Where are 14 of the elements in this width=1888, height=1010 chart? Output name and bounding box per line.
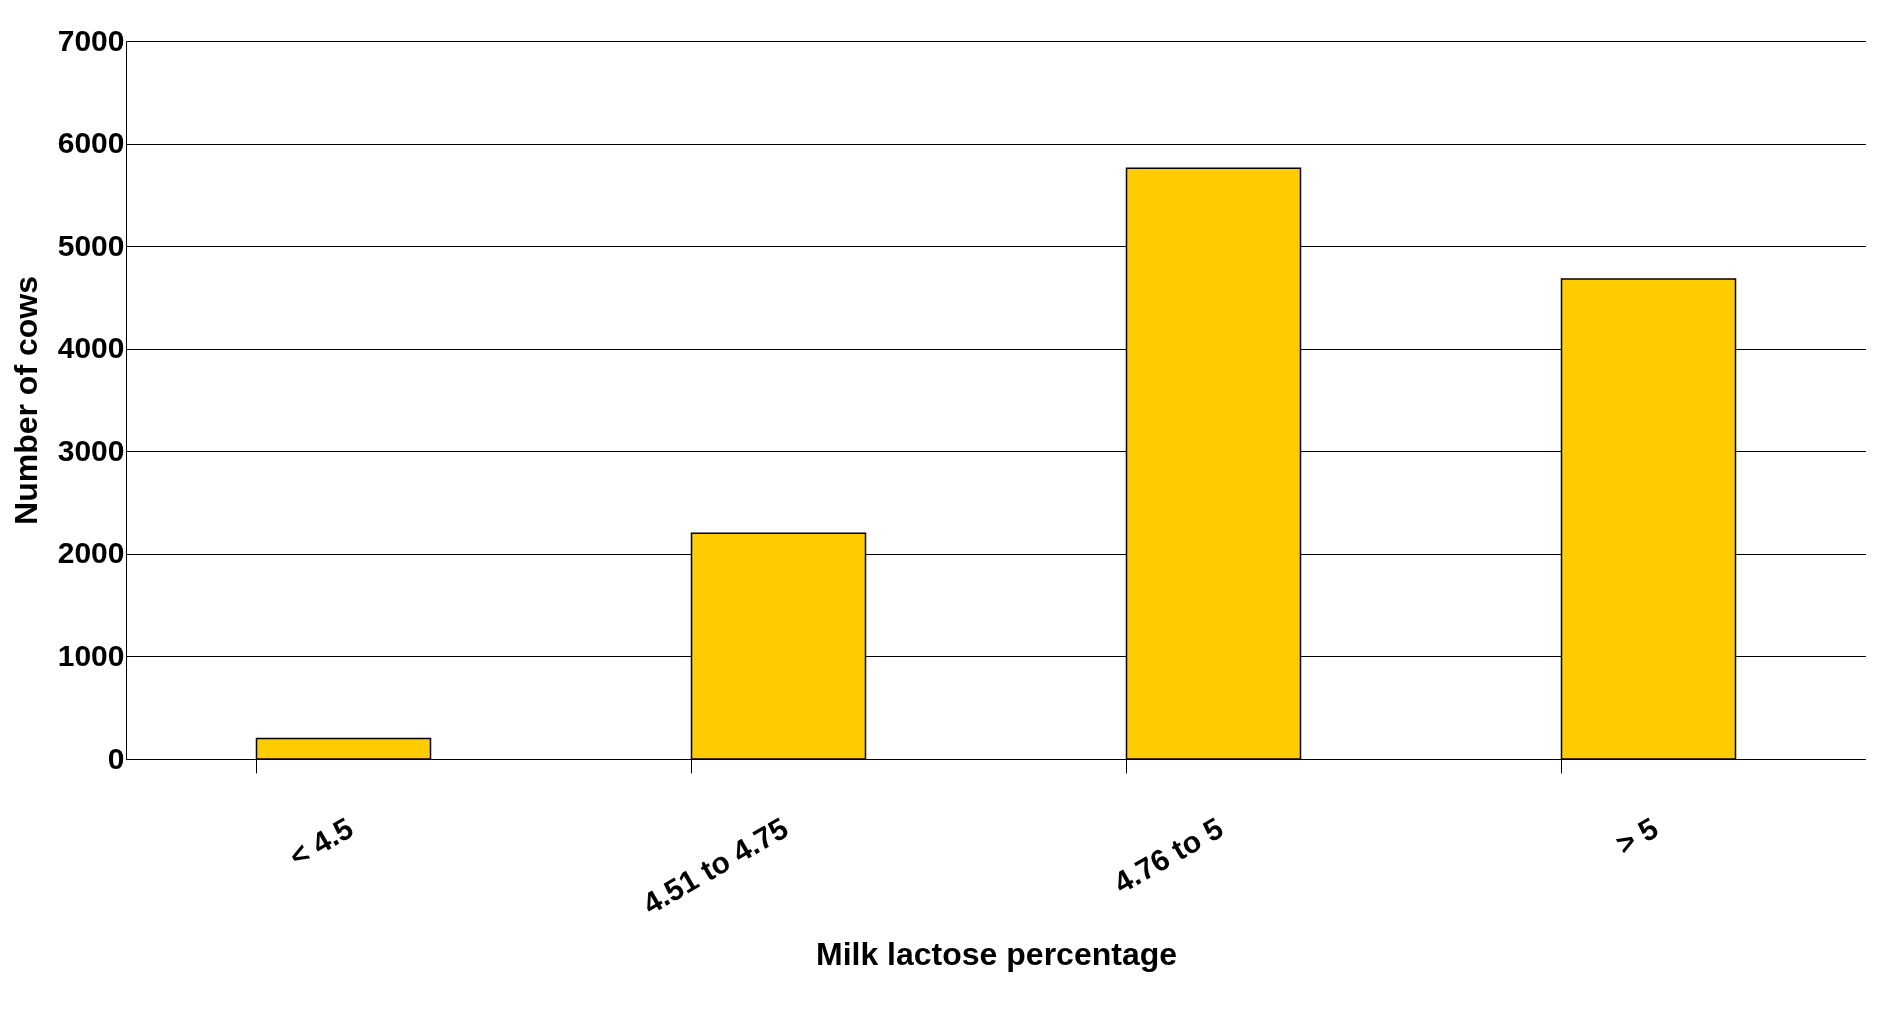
y-axis-title: Number of cows	[7, 276, 44, 525]
x-tick-label: < 4.5	[283, 810, 359, 874]
y-tick-label: 3000	[57, 433, 125, 467]
y-tick-label: 6000	[57, 126, 125, 160]
y-tick-label: 1000	[57, 638, 125, 672]
y-tick-label: 4000	[57, 331, 125, 365]
x-tick-label: > 5	[1610, 810, 1664, 861]
x-tick-label: 4.76 to 5	[1108, 810, 1229, 900]
y-tick-label: 7000	[57, 23, 125, 57]
y-tick-label: 2000	[57, 536, 125, 570]
x-axis-title: Milk lactose percentage	[815, 936, 1178, 973]
x-tick-label: 4.51 to 4.75	[636, 810, 794, 921]
y-tick-label: 5000	[57, 228, 125, 262]
y-tick-label: 0	[107, 741, 125, 775]
